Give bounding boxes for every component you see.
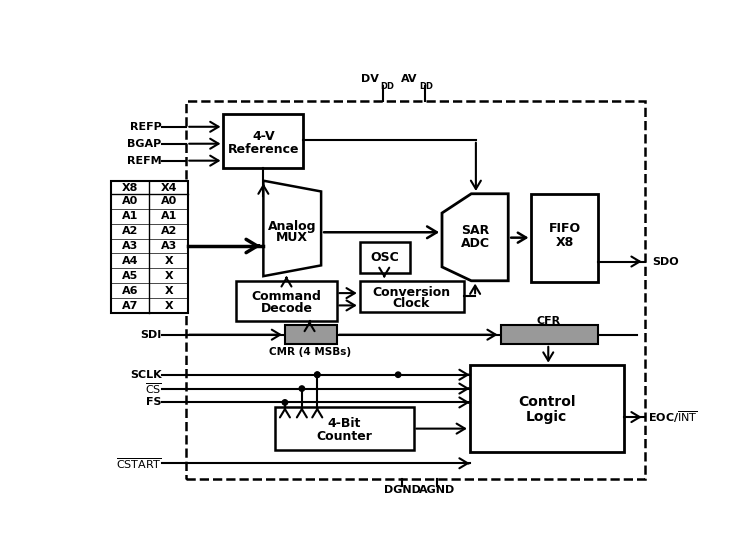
Text: EOC/$\overline{\rm INT}$: EOC/$\overline{\rm INT}$: [649, 409, 698, 425]
Text: ADC: ADC: [461, 237, 489, 250]
Text: A2: A2: [161, 226, 177, 236]
Text: A3: A3: [122, 241, 139, 251]
Bar: [111, 224, 188, 239]
Bar: [360, 242, 410, 273]
Bar: [531, 194, 598, 282]
Text: Decode: Decode: [260, 302, 312, 315]
Circle shape: [315, 372, 320, 378]
Circle shape: [396, 372, 401, 378]
Text: A0: A0: [161, 196, 177, 206]
Polygon shape: [263, 181, 321, 276]
Text: REFM: REFM: [127, 156, 161, 166]
Text: X8: X8: [555, 236, 573, 249]
Text: Command: Command: [251, 290, 321, 302]
Bar: [500, 325, 598, 344]
Text: DV: DV: [361, 74, 379, 84]
Text: DGND: DGND: [383, 485, 420, 495]
Text: $\overline{\rm CS}$: $\overline{\rm CS}$: [145, 381, 161, 396]
Circle shape: [315, 372, 320, 378]
Text: A3: A3: [161, 241, 177, 251]
Text: X8: X8: [122, 182, 139, 192]
Bar: [360, 281, 464, 311]
Text: MUX: MUX: [276, 231, 308, 244]
Text: SAR: SAR: [461, 224, 489, 237]
Text: Control: Control: [518, 395, 576, 409]
Text: A4: A4: [122, 256, 139, 266]
Bar: [237, 281, 337, 321]
Text: AV: AV: [401, 74, 417, 84]
Bar: [186, 101, 645, 479]
Text: 4-V: 4-V: [252, 130, 275, 142]
Bar: [111, 208, 188, 224]
Text: Clock: Clock: [393, 297, 430, 310]
Bar: [275, 407, 413, 450]
Text: Logic: Logic: [526, 410, 567, 424]
Polygon shape: [442, 194, 509, 281]
Text: 4-Bit: 4-Bit: [327, 417, 361, 430]
Circle shape: [282, 400, 287, 405]
Text: Counter: Counter: [316, 430, 372, 443]
Text: X: X: [164, 271, 173, 281]
Text: A1: A1: [161, 211, 177, 221]
Text: CMR (4 MSBs): CMR (4 MSBs): [268, 346, 351, 356]
Text: A1: A1: [122, 211, 139, 221]
Bar: [469, 365, 624, 451]
Text: FS: FS: [146, 398, 161, 408]
Text: Reference: Reference: [228, 143, 299, 156]
Text: A5: A5: [122, 271, 139, 281]
Text: X: X: [164, 256, 173, 266]
Text: SCLK: SCLK: [130, 370, 161, 380]
Text: A0: A0: [122, 196, 139, 206]
Text: FIFO: FIFO: [548, 222, 581, 235]
Text: DD: DD: [419, 82, 433, 91]
Text: A7: A7: [122, 301, 139, 311]
Bar: [285, 325, 337, 344]
Bar: [111, 181, 188, 313]
Text: Conversion: Conversion: [372, 286, 450, 299]
Text: DD: DD: [380, 82, 394, 91]
Text: BGAP: BGAP: [128, 138, 161, 148]
Text: SDI: SDI: [141, 330, 161, 340]
Text: Analog: Analog: [268, 220, 316, 232]
Bar: [111, 194, 188, 208]
Text: $\overline{\rm CSTART}$: $\overline{\rm CSTART}$: [116, 456, 161, 470]
Text: X: X: [164, 301, 173, 311]
Text: A6: A6: [122, 286, 139, 296]
Text: AGND: AGND: [419, 485, 455, 495]
Bar: [223, 115, 304, 168]
Circle shape: [299, 386, 304, 391]
Text: REFP: REFP: [130, 122, 161, 132]
Text: A2: A2: [122, 226, 139, 236]
Text: SDO: SDO: [652, 256, 679, 266]
Text: CFR: CFR: [537, 316, 560, 326]
Text: X4: X4: [161, 182, 177, 192]
Bar: [111, 239, 188, 254]
Text: OSC: OSC: [370, 251, 399, 264]
Text: X: X: [164, 286, 173, 296]
